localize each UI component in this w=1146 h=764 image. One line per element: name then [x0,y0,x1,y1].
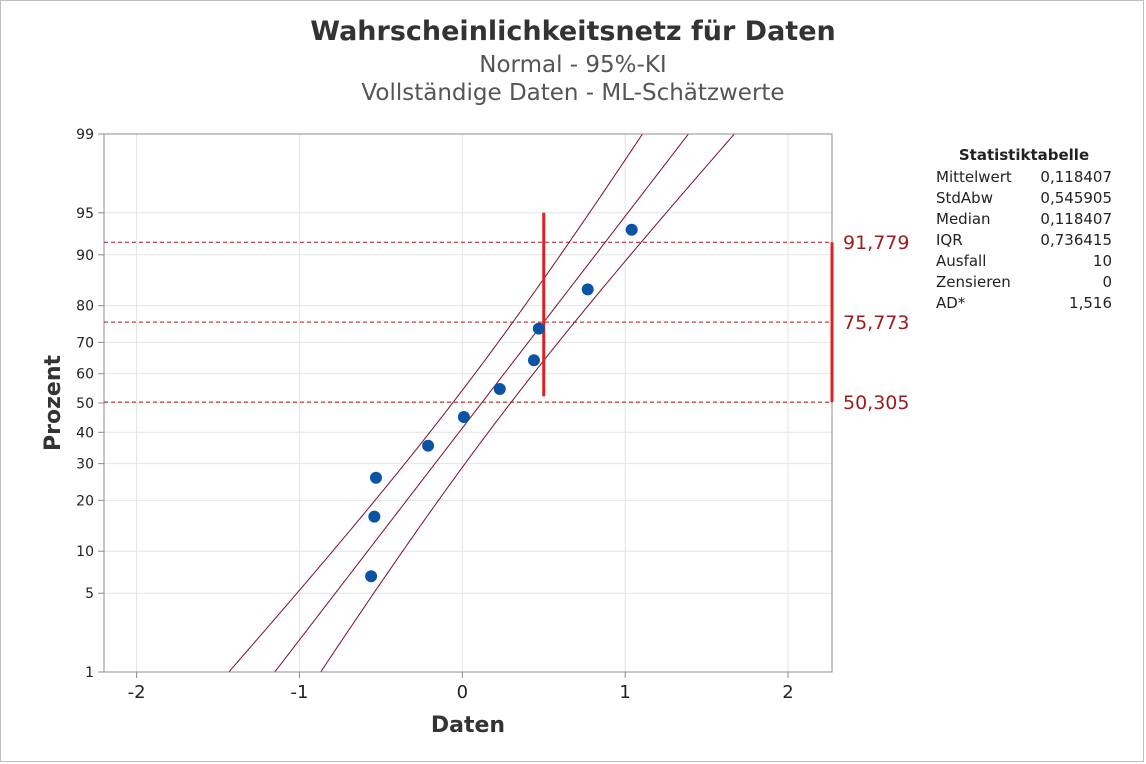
statistics-label: Mittelwert [936,168,1012,186]
y-tick-label: 90 [76,248,94,264]
x-tick-label: 1 [619,682,630,703]
y-tick-label: 50 [76,396,94,412]
data-point [365,570,378,583]
y-tick-label: 1 [85,665,94,681]
y-tick-label: 70 [76,335,94,351]
statistics-value: 0,118407 [1040,168,1112,186]
data-point [527,354,540,367]
statistics-table-title: Statistiktabelle [958,146,1090,164]
x-tick-label: -1 [290,682,308,703]
data-point [493,383,506,396]
chart-subtitle-method: Vollständige Daten - ML-Schätzwerte [361,80,785,106]
statistics-value: 0 [1102,273,1112,291]
data-point [369,471,382,484]
x-tick-label: 0 [457,682,468,703]
reference-label: 50,305 [843,392,909,414]
statistics-row: Zensieren 0 [936,272,1112,293]
y-tick-label: 30 [76,457,94,473]
statistics-value: 0,736415 [1040,231,1112,249]
y-tick-label: 60 [76,367,94,383]
x-tick-label: 2 [782,682,793,703]
y-tick-label: 10 [76,544,94,560]
reference-label: 75,773 [843,312,909,334]
chart-subtitle-distribution: Normal - 95%-KI [479,52,667,78]
y-tick-label: 80 [76,299,94,315]
statistics-row: AD* 1,516 [936,293,1112,314]
y-axis-label: Prozent [41,355,66,451]
statistics-label: AD* [936,294,966,312]
statistics-label: IQR [936,231,963,249]
data-point [532,322,545,335]
statistics-label: Median [936,210,991,228]
statistics-label: StdAbw [936,189,993,207]
statistics-row: IQR 0,736415 [936,230,1112,251]
y-tick-label: 40 [76,425,94,441]
y-tick-label: 20 [76,493,94,509]
statistics-value: 1,516 [1069,294,1112,312]
y-tick-label: 95 [76,206,94,222]
statistics-value: 0,545905 [1040,189,1112,207]
x-axis-label: Daten [431,713,505,738]
fit-lines-group [228,134,735,672]
statistics-value: 0,118407 [1040,210,1112,228]
confidence-band-left [228,134,644,672]
confidence-band-right [320,134,735,672]
chart-title: Wahrscheinlichkeitsnetz für Daten [310,16,836,47]
data-point [625,223,638,236]
statistics-row: Median 0,118407 [936,209,1112,230]
y-tick-label: 99 [76,127,94,143]
statistics-label: Zensieren [936,273,1011,291]
data-point [422,439,435,452]
statistics-label: Ausfall [936,252,987,270]
data-point [457,410,470,423]
statistics-row: Ausfall 10 [936,251,1112,272]
reference-label: 91,779 [843,232,909,254]
y-tick-label: 5 [85,586,94,602]
data-point [368,510,381,523]
data-point [581,283,594,296]
statistics-row: Mittelwert 0,118407 [936,167,1112,188]
x-tick-label: -2 [128,682,146,703]
fitted-line [274,134,690,672]
statistics-table: Statistiktabelle Mittelwert 0,118407 StdAb… [936,146,1112,314]
statistics-value: 10 [1092,252,1112,270]
statistics-row: StdAbw 0,545905 [936,188,1112,209]
